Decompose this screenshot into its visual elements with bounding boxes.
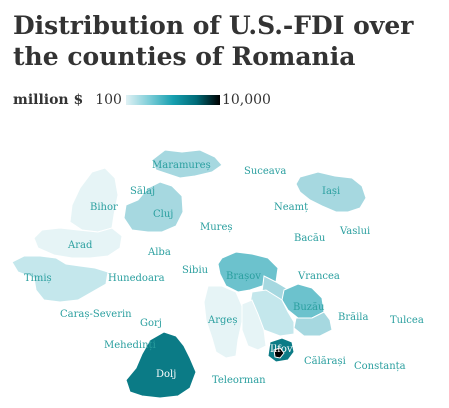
county-shape-bucuresti[interactable] — [273, 347, 285, 359]
county-label-bihor: Bihor — [90, 202, 118, 213]
county-label-vaslui: Vaslui — [339, 226, 370, 237]
county-labels: Maramureș Suceava Sălaj Iași Bihor Neamț… — [24, 160, 424, 386]
county-label-constanta: Constanța — [354, 361, 406, 372]
map-title: Distribution of U.S.-FDI over the counti… — [13, 11, 414, 71]
county-label-brasov: Brașov — [226, 271, 261, 282]
county-label-buzau: Buzău — [293, 302, 325, 313]
county-shape-cluj[interactable] — [123, 181, 184, 233]
county-label-salaj: Sălaj — [130, 186, 155, 197]
county-shape-arad[interactable] — [33, 227, 123, 259]
county-label-hunedoara: Hunedoara — [108, 273, 165, 284]
county-label-iasi: Iași — [322, 186, 340, 197]
county-label-mehedinti: Mehedinți — [104, 340, 156, 351]
county-shape-maramures[interactable] — [151, 149, 223, 179]
county-label-caras-severin: Caraș-Severin — [60, 309, 132, 320]
county-label-maramures: Maramureș — [152, 160, 211, 171]
county-label-suceava: Suceava — [244, 166, 286, 177]
legend-gradient-bar — [125, 95, 220, 105]
county-shape-dolj[interactable] — [125, 331, 197, 399]
county-shape-ialomita[interactable] — [293, 311, 333, 337]
county-label-arad: Arad — [67, 240, 93, 251]
color-legend: million $ 100 10,000 — [13, 90, 271, 110]
romania-county-map: Maramureș Suceava Sălaj Iași Bihor Neamț… — [11, 149, 424, 399]
county-label-vrancea: Vrancea — [297, 271, 340, 282]
county-shape-bihor[interactable] — [69, 167, 119, 233]
county-label-dolj: Dolj — [156, 369, 176, 380]
legend-max-label: 10,000 — [221, 92, 271, 108]
county-label-gorj: Gorj — [140, 318, 162, 329]
county-label-alba: Alba — [147, 247, 171, 258]
county-label-bacau: Bacău — [294, 233, 326, 244]
county-shapes — [11, 149, 367, 399]
county-shape-timis[interactable] — [11, 255, 109, 303]
county-label-mures: Mureș — [200, 222, 233, 233]
county-label-neamt: Neamț — [274, 202, 308, 213]
county-shape-arges[interactable] — [203, 285, 243, 359]
county-label-ilfov: Ilfov — [270, 344, 293, 355]
county-label-teleorman: Teleorman — [212, 375, 266, 386]
county-label-cluj: Cluj — [153, 209, 173, 220]
county-label-sibiu: Sibiu — [182, 265, 209, 276]
county-label-arges: Argeș — [207, 315, 237, 326]
county-label-tulcea: Tulcea — [390, 315, 424, 326]
county-label-calarasi: Călărași — [304, 356, 346, 367]
legend-min-label: 100 — [95, 92, 122, 108]
county-label-timis: Timiș — [24, 273, 52, 284]
legend-unit-label: million $ — [13, 92, 84, 108]
county-shape-iasi[interactable] — [295, 171, 367, 213]
county-shape-dambovita[interactable] — [241, 299, 267, 351]
county-label-braila: Brăila — [338, 312, 368, 323]
